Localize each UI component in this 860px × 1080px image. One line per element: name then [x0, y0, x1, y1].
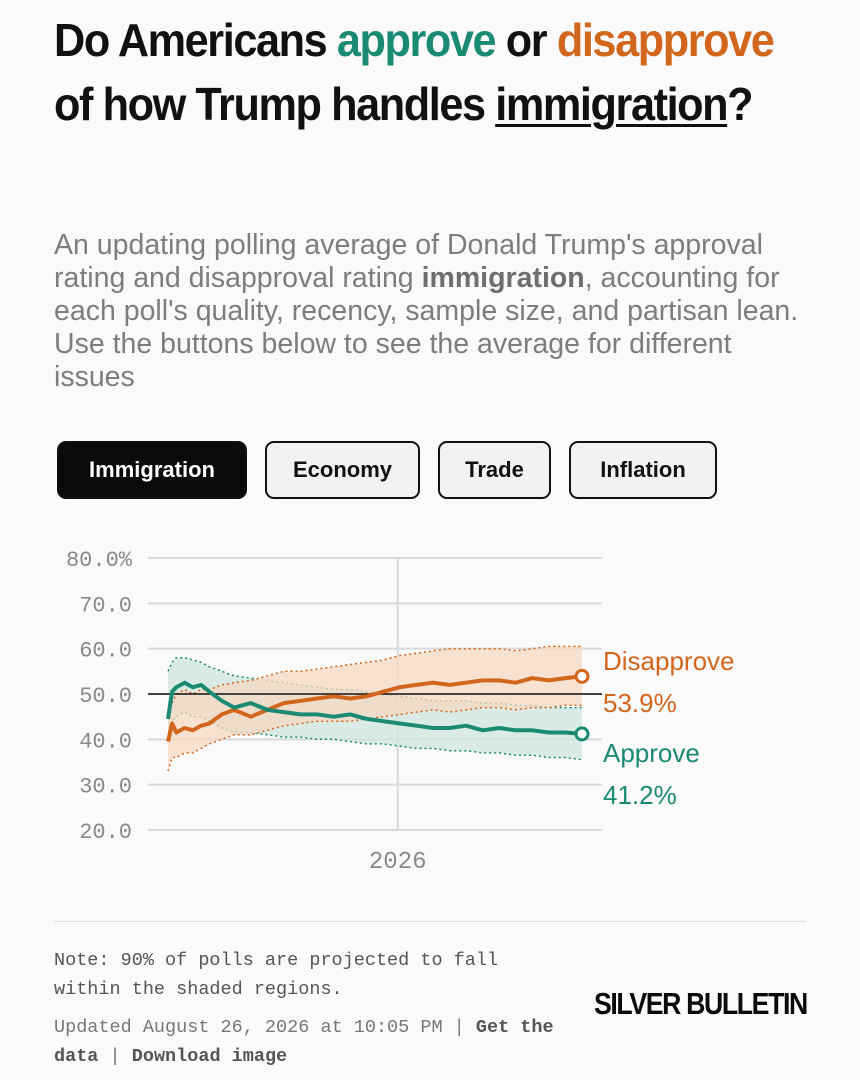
disapprove-band-edge: [167, 645, 582, 713]
separator: |: [442, 1017, 476, 1038]
headline-part: of how Trump handles: [54, 78, 496, 130]
tab-immigration[interactable]: Immigration: [57, 441, 247, 499]
headline-part: Do Americans: [54, 14, 337, 66]
tab-trade[interactable]: Trade: [438, 441, 551, 499]
brand-logo: SILVER BULLETIN: [594, 986, 808, 1021]
headline: Do Americans approve or disapprove of ho…: [54, 8, 787, 136]
headline-part: ?: [727, 78, 753, 130]
separator: |: [98, 1046, 132, 1067]
x-tick-label: 2026: [369, 849, 427, 876]
y-tick-label: 70.0: [79, 593, 132, 618]
subtitle-part: An updating polling average of Donald Tr…: [54, 229, 763, 294]
update-info: Updated August 26, 2026 at 10:05 PM | Ge…: [54, 1013, 574, 1071]
approve-series-label: Approve: [603, 738, 700, 768]
headline-part: or: [495, 14, 557, 66]
disapprove-end-marker: [574, 668, 590, 684]
approve-end-marker: [574, 726, 590, 742]
updated-timestamp: Updated August 26, 2026 at 10:05 PM: [54, 1017, 443, 1038]
y-tick-label: 20.0: [79, 820, 132, 845]
approve-value-label: 41.2%: [603, 780, 677, 810]
issue-tabs: Immigration Economy Trade Inflation: [57, 441, 717, 499]
disapprove-line: [166, 674, 583, 743]
approval-chart: 80.0% 70.0 60.0 50.0 40.0 30.0 20.0 2026 Disappr…: [66, 548, 735, 876]
disapprove-value-label: 53.9%: [603, 688, 677, 718]
tab-inflation[interactable]: Inflation: [569, 441, 717, 499]
y-tick-label: 50.0: [79, 684, 132, 709]
y-tick-label: 40.0: [79, 729, 132, 754]
y-tick-label: 80.0%: [66, 548, 133, 573]
download-image-link[interactable]: Download image: [131, 1046, 288, 1067]
headline-issue-word: immigration: [495, 78, 728, 130]
footnote: Note: 90% of polls are projected to fall…: [54, 950, 499, 1000]
subtitle-part: , accounting for each poll's quality, re…: [54, 262, 799, 393]
y-tick-label: 60.0: [79, 639, 132, 664]
headline-disapprove-word: disapprove: [556, 14, 775, 66]
divider: [54, 921, 806, 922]
get-data-link[interactable]: Get the data: [54, 1017, 554, 1067]
tab-economy[interactable]: Economy: [265, 441, 420, 499]
disapprove-band-edge: [167, 704, 582, 772]
y-tick-label: 30.0: [79, 775, 132, 800]
disapprove-band: [168, 646, 582, 772]
approve-line: [166, 680, 583, 736]
subtitle: An updating polling average of Donald Tr…: [54, 229, 814, 394]
subtitle-issue: immigration: [421, 262, 585, 294]
disapprove-series-label: Disapprove: [603, 646, 735, 676]
headline-approve-word: approve: [336, 14, 497, 66]
